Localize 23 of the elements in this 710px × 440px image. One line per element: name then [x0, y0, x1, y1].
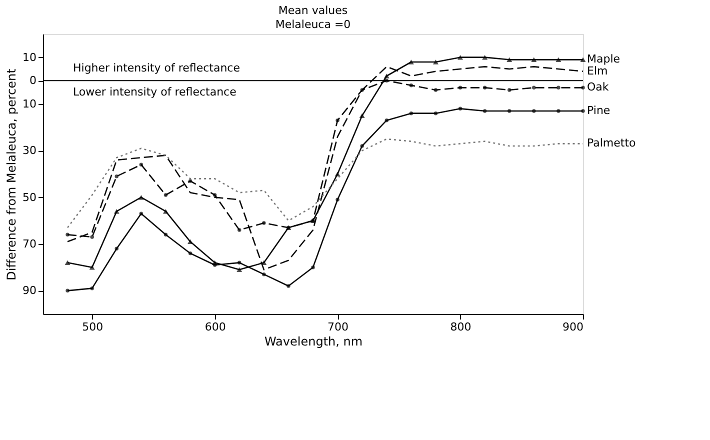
y-tick-label: 70 [22, 238, 36, 250]
annotation: Lower intensity of reflectance [73, 86, 237, 99]
annotation: Higher intensity of reflectance [73, 62, 240, 75]
y-axis-title: Difference from Melaleuca, percent [4, 68, 19, 280]
y-tick-label: 0 [30, 74, 36, 88]
x-axis-title: Wavelength, nm [264, 334, 363, 348]
chart-subtitle: Melaleuca =0 [275, 18, 351, 31]
x-tick-label: 500 [82, 320, 104, 334]
y-tick-label: 30 [22, 144, 36, 158]
series-label: Maple [587, 52, 620, 66]
x-tick-label: 600 [204, 320, 226, 334]
chart-title: Mean values [278, 4, 348, 17]
y-tick-label: 10 [22, 98, 36, 110]
y-tick-label: 50 [22, 190, 36, 204]
y-tick-label: 10 [22, 50, 36, 64]
series-label: Pine [587, 104, 610, 117]
x-tick-label: 700 [328, 320, 349, 334]
x-tick-label: 800 [450, 320, 472, 334]
series-label: Elm [587, 64, 608, 78]
series-label: Oak [587, 80, 610, 94]
y-tick-label: 90 [22, 284, 36, 298]
series-label: Palmetto [587, 136, 636, 150]
x-tick-label: 900 [562, 320, 584, 334]
